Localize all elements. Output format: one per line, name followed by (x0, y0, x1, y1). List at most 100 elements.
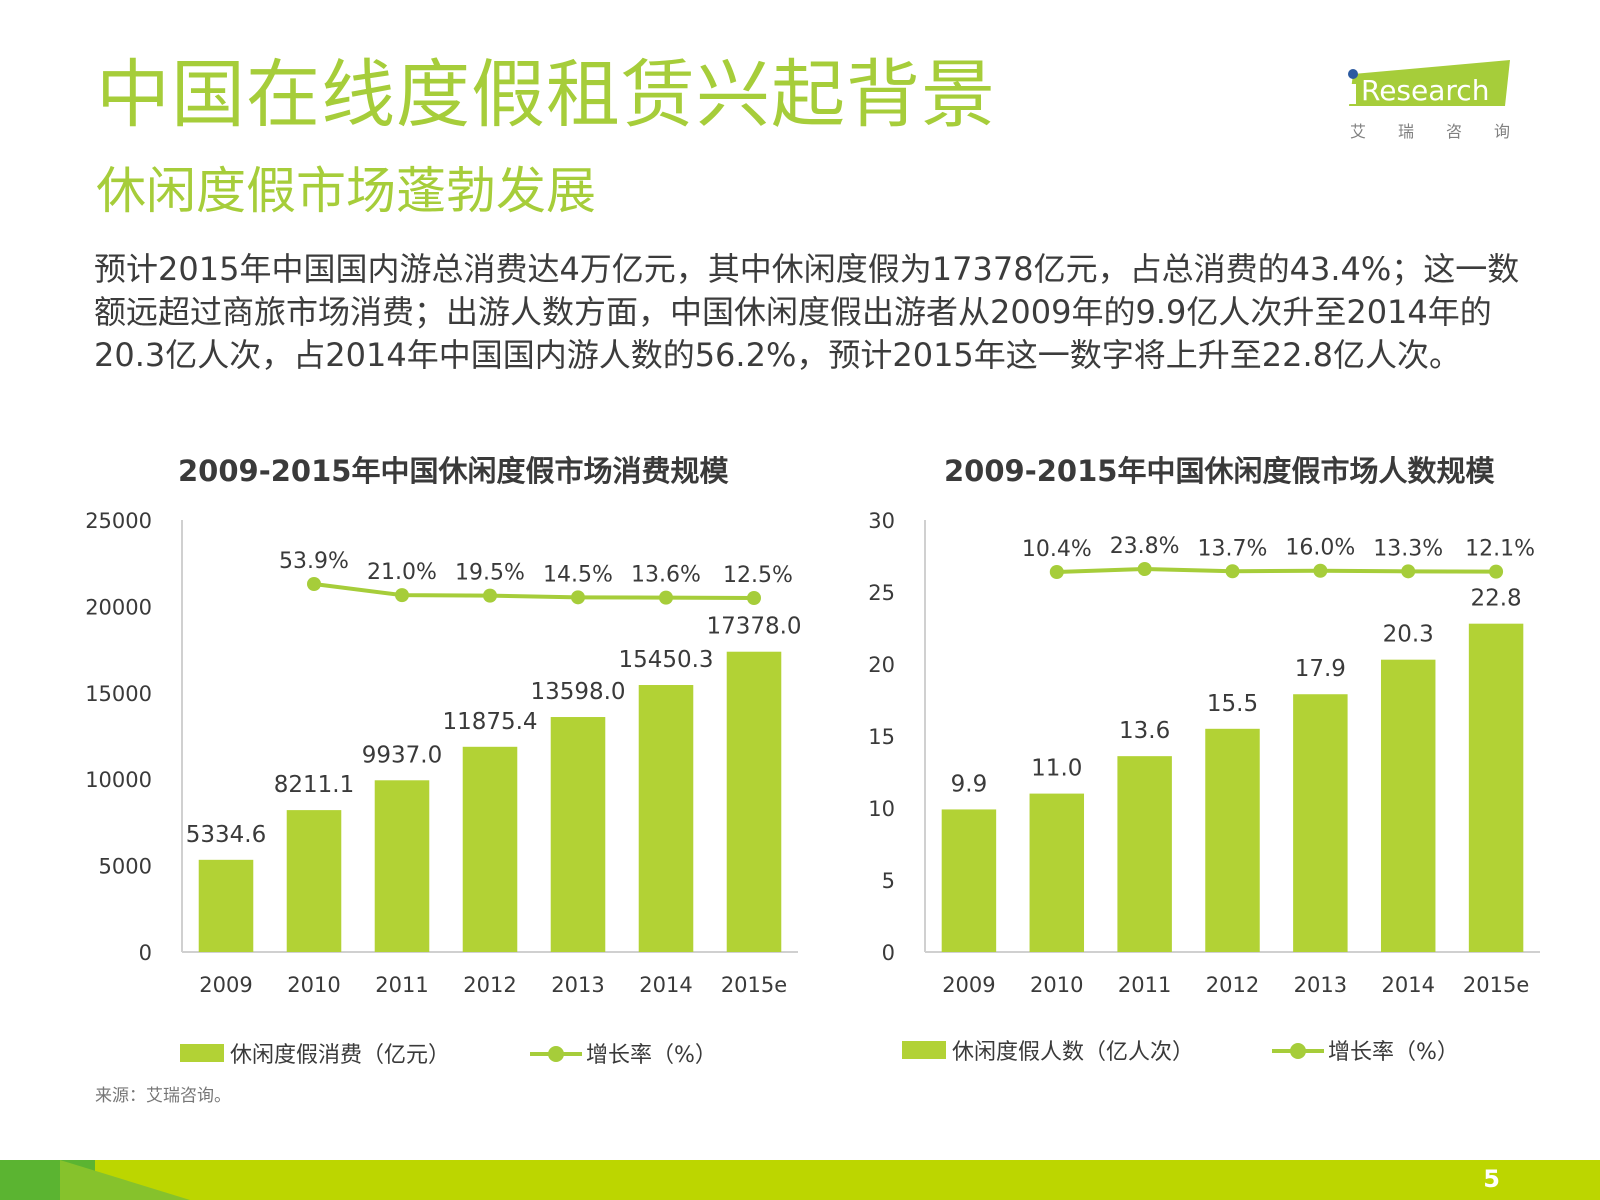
growth-point (1489, 564, 1504, 579)
bar-value-label: 17.9 (1295, 656, 1346, 682)
footer-accent-shape (60, 1160, 190, 1200)
growth-point (1225, 564, 1240, 579)
growth-label: 10.4% (1022, 537, 1092, 562)
logo-tagline-char: 咨 (1445, 122, 1462, 141)
bar (1468, 623, 1524, 952)
bar-value-label: 20.3 (1383, 622, 1434, 648)
growth-point (395, 588, 409, 603)
growth-point (1313, 563, 1328, 578)
bar-value-label: 17378.0 (706, 614, 801, 640)
chart1-title: 2009-2015年中国休闲度假市场消费规模 (178, 454, 729, 488)
growth-line (313, 582, 755, 600)
bar-value-label: 13.6 (1119, 718, 1170, 744)
y-tick-label: 20 (868, 653, 895, 677)
x-tick-label: 2011 (1118, 973, 1171, 997)
chart2-title: 2009-2015年中国休闲度假市场人数规模 (944, 454, 1495, 488)
growth-point (483, 588, 497, 603)
logo-tagline-char: 瑞 (1397, 122, 1414, 141)
y-tick-label: 5000 (99, 855, 152, 879)
logo-tagline-char: 艾 (1350, 122, 1367, 141)
x-tick-label: 2012 (1206, 973, 1259, 997)
chart-consumption: 0 5000 10000 15000 20000 25000 5334.6 2009 8211.… (85, 509, 801, 997)
y-tick-label: 20000 (85, 595, 152, 619)
growth-label: 19.5% (455, 561, 525, 586)
logo-text: Research (1361, 74, 1489, 107)
legend-bar-label: 休闲度假人数（亿人次） (952, 1040, 1195, 1065)
growth-point (1049, 565, 1064, 579)
bar-value-label: 9.9 (951, 771, 988, 797)
x-tick-label: 2013 (1294, 973, 1347, 997)
growth-point (307, 577, 321, 591)
bar (638, 685, 694, 952)
y-tick-label: 25000 (85, 509, 152, 533)
y-tick-label: 30 (868, 509, 895, 533)
logo-banner-shape (1349, 60, 1510, 106)
legend-bar-swatch (902, 1041, 946, 1059)
growth-label: 12.1% (1465, 537, 1535, 562)
summary-paragraph: 预计2015年中国国内游总消费达4万亿元，其中休闲度假为17378亿元，占总消费… (94, 250, 1520, 374)
x-tick-label: 2014 (1381, 973, 1434, 997)
y-tick-label: 10 (868, 797, 895, 821)
growth-label: 12.5% (723, 563, 793, 588)
bar-value-label: 15.5 (1207, 691, 1258, 717)
y-tick-label: 5 (882, 869, 895, 893)
bar-value-label: 22.8 (1470, 586, 1521, 612)
growth-point (659, 590, 673, 605)
x-tick-label: 2009 (199, 973, 252, 997)
growth-point (1137, 562, 1152, 576)
chart1-legend: 休闲度假消费（亿元） 增长率（%） (180, 1037, 717, 1069)
x-tick-label: 2010 (287, 973, 340, 997)
x-tick-label: 2011 (375, 973, 428, 997)
chart-visitors: 0 5 10 15 20 25 30 9.9 2009 11.0 2010 13.6 2011 15.5 2… (868, 509, 1540, 997)
bar (1205, 728, 1260, 952)
growth-point (747, 591, 761, 605)
bar-value-label: 11.0 (1031, 756, 1082, 782)
legend-line-label: 增长率（%） (586, 1043, 717, 1068)
bar (1117, 756, 1172, 952)
x-tick-label: 2009 (942, 973, 995, 997)
growth-label: 13.6% (631, 563, 701, 588)
y-tick-label: 25 (868, 581, 895, 605)
growth-label: 53.9% (279, 549, 349, 574)
bar (726, 651, 782, 952)
growth-label: 13.3% (1373, 536, 1443, 561)
bar (550, 717, 606, 952)
growth-point (1401, 564, 1416, 579)
bar (286, 810, 342, 952)
legend-line-swatch (530, 1042, 583, 1064)
x-tick-label: 2014 (639, 973, 692, 997)
bar-value-label: 8211.1 (274, 772, 354, 798)
bar (941, 809, 997, 952)
growth-label: 13.7% (1198, 536, 1268, 561)
iresearch-logo: Research (1345, 60, 1515, 150)
logo-dot-icon (1348, 69, 1358, 79)
bar-value-label: 5334.6 (186, 822, 266, 848)
growth-label: 16.0% (1285, 536, 1355, 561)
bar (1380, 659, 1436, 952)
x-tick-label: 2012 (463, 973, 516, 997)
page-number: 5 (1483, 1165, 1500, 1193)
bar (198, 859, 254, 952)
bar (1293, 694, 1348, 952)
x-tick-label: 2010 (1030, 973, 1083, 997)
y-tick-label: 0 (139, 941, 152, 965)
y-tick-label: 15 (868, 725, 895, 749)
legend-line-label: 增长率（%） (1328, 1040, 1459, 1065)
legend-bar-label: 休闲度假消费（亿元） (230, 1043, 451, 1068)
bar (1029, 793, 1085, 952)
footer-bar (0, 1160, 1600, 1200)
growth-line (1056, 566, 1497, 574)
page-subtitle: 休闲度假市场蓬勃发展 (96, 162, 596, 220)
bar (462, 746, 518, 952)
logo-tagline-char: 询 (1493, 122, 1510, 141)
growth-label: 23.8% (1110, 534, 1180, 559)
x-tick-label: 2015e (1463, 973, 1529, 997)
legend-line-swatch (1272, 1039, 1325, 1061)
logo-tagline: 艾 瑞 咨 询 (1350, 118, 1510, 142)
logo-i-stem (1349, 84, 1356, 104)
growth-label: 14.5% (543, 562, 613, 587)
growth-point (571, 590, 585, 605)
bar-value-label: 11875.4 (442, 709, 537, 735)
page-title: 中国在线度假租赁兴起背景 (96, 52, 996, 138)
y-tick-label: 15000 (85, 682, 152, 706)
